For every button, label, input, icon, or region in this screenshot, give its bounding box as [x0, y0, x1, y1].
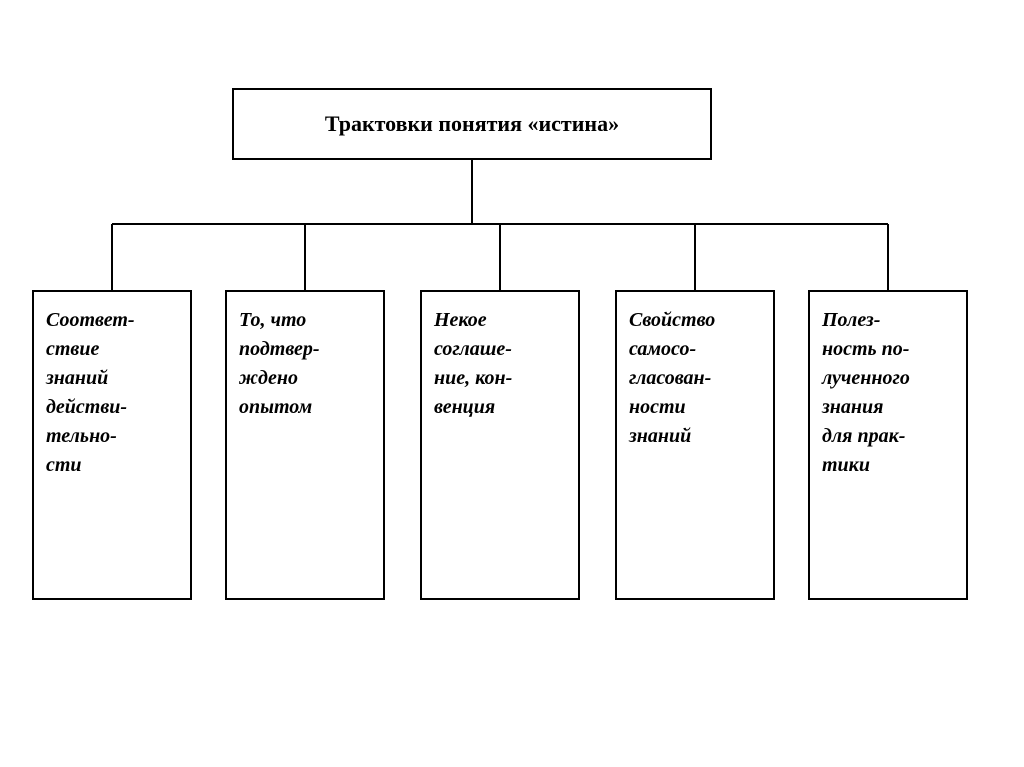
root-label: Трактовки понятия «истина»	[325, 111, 619, 137]
child-label: Соответ-ствиезнанийдействи-тельно-сти	[46, 309, 135, 476]
child-label: Некоесоглаше-ние, кон-венция	[434, 309, 512, 418]
root-node: Трактовки понятия «истина»	[232, 88, 712, 160]
child-label: Свойствосамосо-гласован-ностизнаний	[629, 309, 715, 447]
child-node-3: Свойствосамосо-гласован-ностизнаний	[615, 290, 775, 600]
diagram-container: Трактовки понятия «истина» Соответ-ствие…	[0, 0, 1024, 767]
child-node-4: Полез-ность по-лученногознаниядля прак-т…	[808, 290, 968, 600]
child-label: То, чтоподтвер-жденоопытом	[239, 309, 320, 418]
child-node-1: То, чтоподтвер-жденоопытом	[225, 290, 385, 600]
child-node-2: Некоесоглаше-ние, кон-венция	[420, 290, 580, 600]
child-label: Полез-ность по-лученногознаниядля прак-т…	[822, 309, 910, 476]
child-node-0: Соответ-ствиезнанийдействи-тельно-сти	[32, 290, 192, 600]
